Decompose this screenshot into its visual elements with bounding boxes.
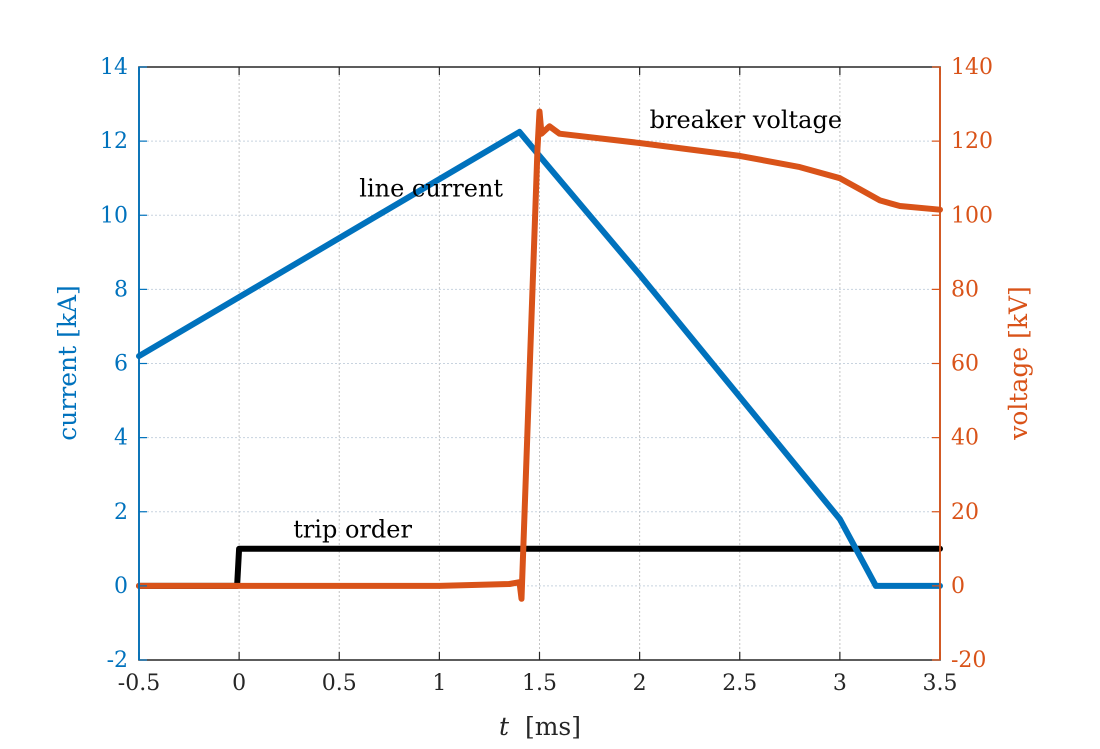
- x-tick-label: 0: [232, 671, 246, 696]
- y-right-tick-label: 100: [951, 203, 993, 228]
- y-left-tick-label: 0: [114, 574, 128, 599]
- y-right-tick-label: 60: [951, 352, 979, 377]
- y-right-tick-label: 20: [951, 500, 979, 525]
- y-axis-left-label: current [kA]: [53, 285, 82, 441]
- y-left-tick-label: 12: [100, 129, 128, 154]
- y-left-tick-label: 4: [114, 426, 128, 451]
- breaker-voltage-series: [136, 108, 943, 602]
- y-right-tick-label: -20: [951, 648, 986, 673]
- y-left-tick-label: 2: [114, 500, 128, 525]
- annotations: line current breaker voltage trip order: [293, 106, 842, 544]
- y-left-tick-label: 10: [100, 203, 128, 228]
- x-tick-label: 3.5: [923, 671, 958, 696]
- y-left-tick-label: 8: [114, 277, 128, 302]
- x-tick-label: 1.5: [522, 671, 557, 696]
- y-right-tick-label: 80: [951, 277, 979, 302]
- y-right-tick-label: 0: [951, 574, 965, 599]
- x-tick-label: 2: [633, 671, 647, 696]
- y-left-tick-label: 6: [114, 352, 128, 377]
- x-tick-label: -0.5: [118, 671, 160, 696]
- series-layer: [136, 108, 943, 602]
- ticks: -0.5 0 0.5 1 1.5 2 2.5 3 3.5-202468101214-200204…: [100, 55, 993, 696]
- line-current-series: [136, 128, 943, 589]
- y-right-tick-label: 140: [951, 55, 993, 80]
- x-axis-variable: t: [499, 712, 510, 741]
- x-tick-label: 2.5: [722, 671, 757, 696]
- x-tick-label: 1: [432, 671, 446, 696]
- annotation-trip-order: trip order: [293, 516, 412, 544]
- x-tick-label: 0.5: [322, 671, 357, 696]
- y-left-tick-label: 14: [100, 55, 128, 80]
- y-axis-right-label: voltage [kV]: [1004, 286, 1033, 441]
- annotation-breaker-voltage: breaker voltage: [650, 106, 842, 134]
- x-tick-label: 3: [833, 671, 847, 696]
- y-right-tick-label: 40: [951, 426, 979, 451]
- y-left-tick-label: -2: [107, 648, 128, 673]
- annotation-line-current: line current: [359, 175, 503, 203]
- y-right-tick-label: 120: [951, 129, 993, 154]
- x-axis-label: t [ms]: [499, 712, 581, 741]
- x-axis-unit: [ms]: [525, 712, 581, 741]
